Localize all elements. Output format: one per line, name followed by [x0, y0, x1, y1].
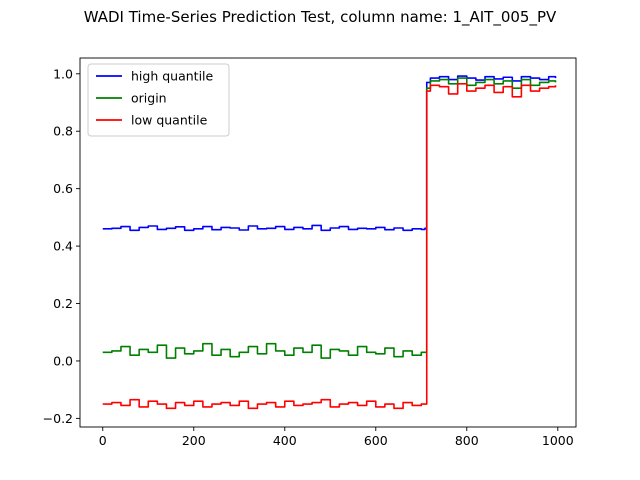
legend-label: low quantile [131, 113, 208, 128]
series-line-origin [102, 77, 557, 359]
x-tick-label: 400 [273, 433, 297, 448]
y-tick-label: 0.4 [53, 239, 73, 254]
series-line-low-quantile [102, 83, 557, 410]
series-line-high-quantile [102, 75, 557, 232]
legend-label: origin [131, 91, 167, 106]
y-tick-label: 0.8 [53, 124, 73, 139]
y-tick-label: 0.0 [53, 353, 73, 368]
y-tick-label: 1.0 [53, 66, 73, 81]
plot-area [102, 75, 557, 410]
chart-title: WADI Time-Series Prediction Test, column… [84, 8, 557, 27]
axes: 0 200 400 600 800 1000 −0.2 0.0 0.2 0.4 0.6 0.8 1.0 [43, 57, 577, 448]
x-tick-label: 800 [455, 433, 479, 448]
legend: high quantile origin low quantile [87, 63, 230, 137]
y-tick-label: 0.6 [53, 181, 73, 196]
x-tick-label: 200 [182, 433, 206, 448]
axes-frame [79, 57, 577, 428]
x-tick-label: 1000 [542, 433, 574, 448]
x-tick-label: 0 [99, 433, 107, 448]
legend-box [87, 63, 230, 137]
x-tick-label: 600 [364, 433, 388, 448]
legend-label: high quantile [131, 69, 214, 84]
y-tick-label: −0.2 [43, 411, 73, 426]
y-tick-label: 0.2 [53, 296, 73, 311]
